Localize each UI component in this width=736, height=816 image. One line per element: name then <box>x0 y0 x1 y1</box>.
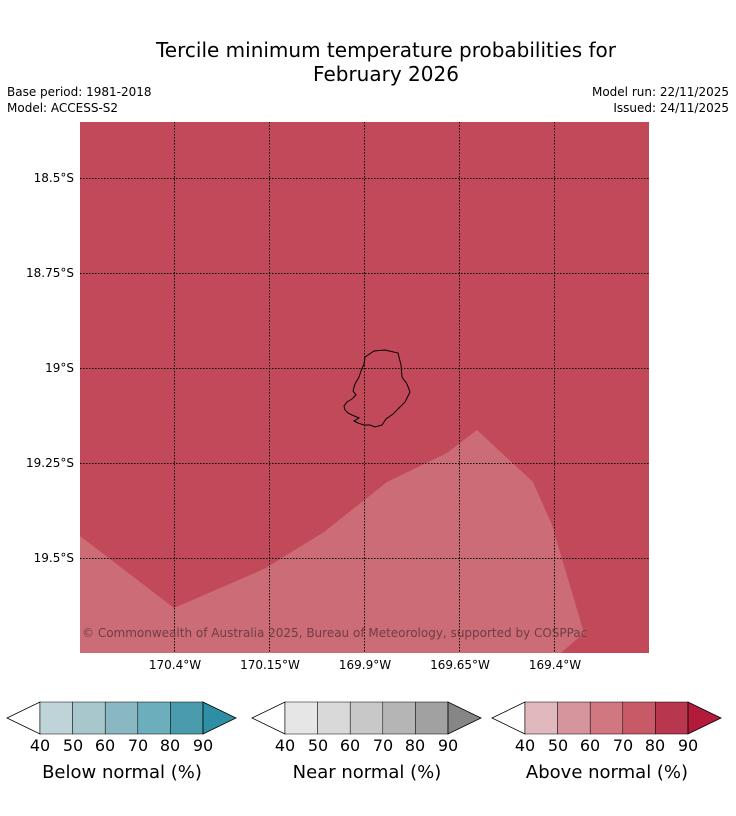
colorbar-near-svg <box>251 701 482 735</box>
colorbar-tick: 80 <box>644 736 666 755</box>
colorbar-below-normal: 40 50 60 70 80 90 Below normal (%) <box>6 700 238 790</box>
colorbar-segment <box>589 701 624 735</box>
lat-label: 19.5°S <box>33 551 74 565</box>
map-panel <box>80 122 649 653</box>
colorbar-segment <box>622 701 656 735</box>
colorbar-above-svg <box>491 701 722 735</box>
graticule <box>80 122 649 653</box>
colorbar-tick: 50 <box>62 736 84 755</box>
colorbar-ticks: 40 50 60 70 80 90 <box>491 736 723 756</box>
colorbar-tick: 60 <box>579 736 601 755</box>
colorbar-segment <box>655 701 689 735</box>
colorbar-segment <box>170 701 204 735</box>
colorbar-segment <box>284 701 318 735</box>
colorbar-segment <box>39 701 73 735</box>
colorbar-ticks: 40 50 60 70 80 90 <box>251 736 483 756</box>
title-line-2: February 2026 <box>313 62 459 86</box>
colorbar-tick: 90 <box>192 736 214 755</box>
meta-left: Base period: 1981-2018 Model: ACCESS-S2 <box>7 84 152 116</box>
colorbar-tick: 60 <box>94 736 116 755</box>
colorbar-tick: 50 <box>307 736 329 755</box>
colorbar-label: Near normal (%) <box>292 762 442 783</box>
meta-right: Model run: 22/11/2025 Issued: 24/11/2025 <box>592 84 729 116</box>
lon-label: 170.4°W <box>148 658 202 672</box>
colorbar-extend-high <box>202 701 237 735</box>
issued-text: Issued: 24/11/2025 <box>613 101 729 115</box>
colorbar-tick: 50 <box>547 736 569 755</box>
lat-label: 18.75°S <box>26 266 74 280</box>
colorbar-tick: 70 <box>127 736 149 755</box>
lon-label: 169.4°W <box>528 658 582 672</box>
colorbar-segment <box>317 701 351 735</box>
colorbar-extend-low <box>251 701 286 735</box>
base-period-text: Base period: 1981-2018 <box>7 85 152 99</box>
colorbar-label: Below normal (%) <box>42 762 202 783</box>
colorbar-near-normal: 40 50 60 70 80 90 Near normal (%) <box>251 700 483 790</box>
title-line-1: Tercile minimum temperature probabilitie… <box>155 38 617 62</box>
colorbar-above-normal: 40 50 60 70 80 90 Above normal (%) <box>491 700 723 790</box>
colorbar-tick: 70 <box>612 736 634 755</box>
chart-title: Tercile minimum temperature probabilitie… <box>0 38 736 86</box>
colorbar-extend-high <box>447 701 482 735</box>
colorbar-below-svg <box>6 701 237 735</box>
lat-label: 19.25°S <box>26 456 74 470</box>
colorbar-tick: 40 <box>29 736 51 755</box>
colorbar-tick: 90 <box>437 736 459 755</box>
lon-label: 169.65°W <box>430 658 490 672</box>
colorbar-tick: 40 <box>274 736 296 755</box>
colorbar-segment <box>137 701 171 735</box>
colorbar-segment <box>72 701 106 735</box>
colorbar-label: Above normal (%) <box>525 762 689 783</box>
colorbar-ticks: 40 50 60 70 80 90 <box>6 736 238 756</box>
colorbar-tick: 90 <box>677 736 699 755</box>
island-coastline <box>343 349 411 428</box>
model-run-text: Model run: 22/11/2025 <box>591 85 729 99</box>
colorbar-tick: 40 <box>514 736 536 755</box>
colorbar-tick: 60 <box>339 736 361 755</box>
colorbar-segment <box>557 701 591 735</box>
colorbar-segment <box>524 701 558 735</box>
colorbar-extend-low <box>6 701 41 735</box>
lon-label: 169.9°W <box>338 658 392 672</box>
colorbar-tick: 80 <box>404 736 426 755</box>
colorbar-tick: 70 <box>372 736 394 755</box>
colorbar-segment <box>415 701 449 735</box>
lat-label: 19°S <box>45 361 74 375</box>
above-normal-60-70-region <box>80 430 584 653</box>
model-text: Model: ACCESS-S2 <box>7 101 119 115</box>
copyright-text: © Commonwealth of Australia 2025, Bureau… <box>82 626 588 640</box>
colorbar-extend-low <box>491 701 526 735</box>
lat-label: 18.5°S <box>33 171 74 185</box>
map-svg <box>80 122 649 653</box>
colorbar-segment <box>382 701 416 735</box>
lon-label: 170.15°W <box>240 658 300 672</box>
colorbar-segment <box>349 701 384 735</box>
colorbar-extend-high <box>687 701 722 735</box>
colorbar-tick: 80 <box>159 736 181 755</box>
colorbar-segment <box>104 701 139 735</box>
